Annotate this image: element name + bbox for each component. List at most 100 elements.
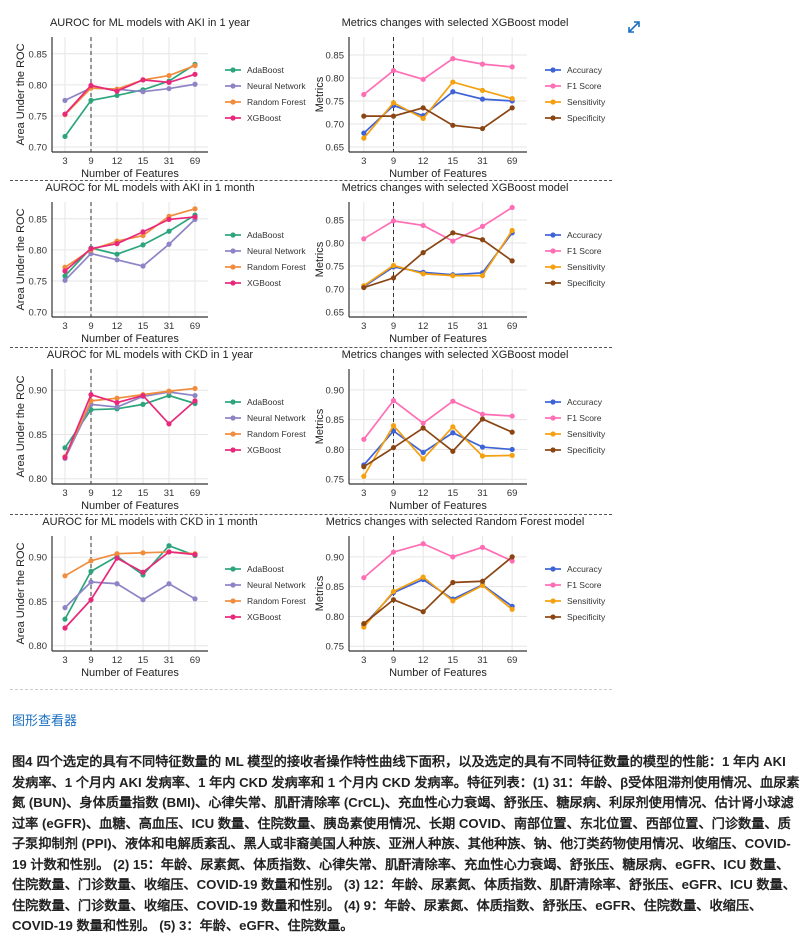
data-point <box>62 268 68 274</box>
series-line <box>64 551 196 629</box>
legend-marker <box>230 115 236 121</box>
x-tick-label: 15 <box>138 321 149 332</box>
y-tick-label: 0.85 <box>29 214 48 225</box>
data-point <box>420 115 426 122</box>
data-point <box>420 425 426 431</box>
data-point <box>62 625 68 631</box>
data-point <box>420 541 426 547</box>
series-line <box>363 232 513 288</box>
data-point <box>192 81 198 87</box>
legend-label: F1 Score <box>567 413 602 423</box>
data-point <box>114 257 120 263</box>
data-point <box>88 392 94 398</box>
data-point <box>509 558 515 564</box>
y-tick-label: 0.90 <box>29 386 48 397</box>
data-point <box>62 454 68 461</box>
legend-label: Specificity <box>567 113 606 123</box>
chart-panel: 0.75 0.80 0.85 0.90 3 9 12 15 31 69 Metrics change… <box>305 514 615 680</box>
panel-divider <box>10 347 612 348</box>
data-point <box>166 85 172 92</box>
legend-item: Accuracy <box>545 397 603 407</box>
data-point <box>390 100 397 106</box>
chart-title: Metrics changes with selected XGBoost mo… <box>342 182 569 194</box>
series-line <box>363 576 513 628</box>
legend-item: Accuracy <box>545 230 603 240</box>
legend-marker <box>550 447 556 453</box>
x-tick-label: 15 <box>448 655 459 666</box>
x-tick-label: 3 <box>62 655 67 666</box>
series-line <box>363 424 513 477</box>
x-tick-label: 9 <box>391 488 396 499</box>
data-point <box>479 578 486 584</box>
y-tick-label: 0.70 <box>326 284 345 295</box>
data-point <box>450 554 456 560</box>
legend-item: Neural Network <box>225 81 306 91</box>
data-point <box>114 581 120 587</box>
y-tick-label: 0.75 <box>326 96 345 107</box>
legend-item: XGBoost <box>225 113 282 123</box>
y-tick-label: 0.75 <box>326 642 345 653</box>
legend-item: F1 Score <box>545 81 602 91</box>
y-tick-label: 0.80 <box>29 80 48 91</box>
chart-panel: 0.80 0.85 0.90 3 9 12 15 31 69 AUROC for ML model… <box>10 514 306 680</box>
legend-label: Random Forest <box>247 596 306 606</box>
y-axis-label: Metrics <box>314 76 326 112</box>
data-point <box>390 588 397 595</box>
data-point <box>88 246 94 252</box>
data-point <box>62 111 68 117</box>
legend-label: Neural Network <box>247 580 306 590</box>
figure-viewer-link[interactable]: 图形查看器 <box>12 713 78 728</box>
legend-marker <box>550 115 556 121</box>
series-line <box>64 216 196 272</box>
legend-marker <box>230 566 236 572</box>
data-point <box>192 398 198 404</box>
x-tick-label: 15 <box>448 488 459 499</box>
series-line <box>363 418 513 468</box>
legend-label: Random Forest <box>247 262 306 272</box>
x-tick-label: 15 <box>138 156 149 167</box>
legend-marker <box>550 280 556 286</box>
x-tick-label: 69 <box>190 156 201 167</box>
data-point <box>479 582 486 589</box>
legend-item: F1 Score <box>545 580 602 590</box>
data-point <box>390 397 397 404</box>
series-line <box>363 556 513 625</box>
data-point <box>509 227 515 234</box>
x-tick-label: 3 <box>361 321 366 332</box>
chart-panel: 0.65 0.70 0.75 0.80 0.85 3 9 12 15 31 69 Metrics ch… <box>305 15 615 181</box>
data-point <box>140 569 146 575</box>
legend-item: Neural Network <box>225 246 306 256</box>
legend-marker <box>230 399 236 405</box>
data-point <box>450 230 456 236</box>
x-tick-label: 69 <box>507 321 518 332</box>
data-point <box>62 277 68 283</box>
y-tick-label: 0.90 <box>326 552 345 563</box>
series-line <box>363 542 513 579</box>
data-point <box>361 436 367 442</box>
data-point <box>509 554 515 560</box>
data-point <box>166 241 172 247</box>
series-line <box>64 387 196 457</box>
y-tick-label: 0.80 <box>29 245 48 256</box>
legend-marker <box>550 232 556 238</box>
y-tick-label: 0.85 <box>29 597 48 608</box>
data-point <box>88 250 94 257</box>
panel-divider <box>10 689 612 690</box>
data-point <box>361 91 367 98</box>
data-point <box>166 228 172 234</box>
caption-label: 图4 <box>12 754 33 769</box>
x-tick-label: 31 <box>477 488 488 499</box>
y-tick-label: 0.75 <box>29 276 48 287</box>
expand-arrows-icon[interactable] <box>626 19 642 35</box>
line-chart: 0.80 0.85 0.90 3 9 12 15 31 69 AUROC for ML model… <box>15 516 306 679</box>
data-point <box>166 72 172 79</box>
y-axis-label: Metrics <box>314 408 326 444</box>
legend-marker <box>550 264 556 270</box>
x-tick-label: 3 <box>62 321 67 332</box>
data-point <box>140 392 146 399</box>
line-chart: 0.75 0.80 0.85 0.90 3 9 12 15 31 69 Metrics change… <box>314 349 606 512</box>
x-tick-label: 31 <box>164 156 175 167</box>
series-line <box>363 206 513 243</box>
legend-item: Sensitivity <box>545 262 606 272</box>
panel-divider <box>10 514 612 515</box>
